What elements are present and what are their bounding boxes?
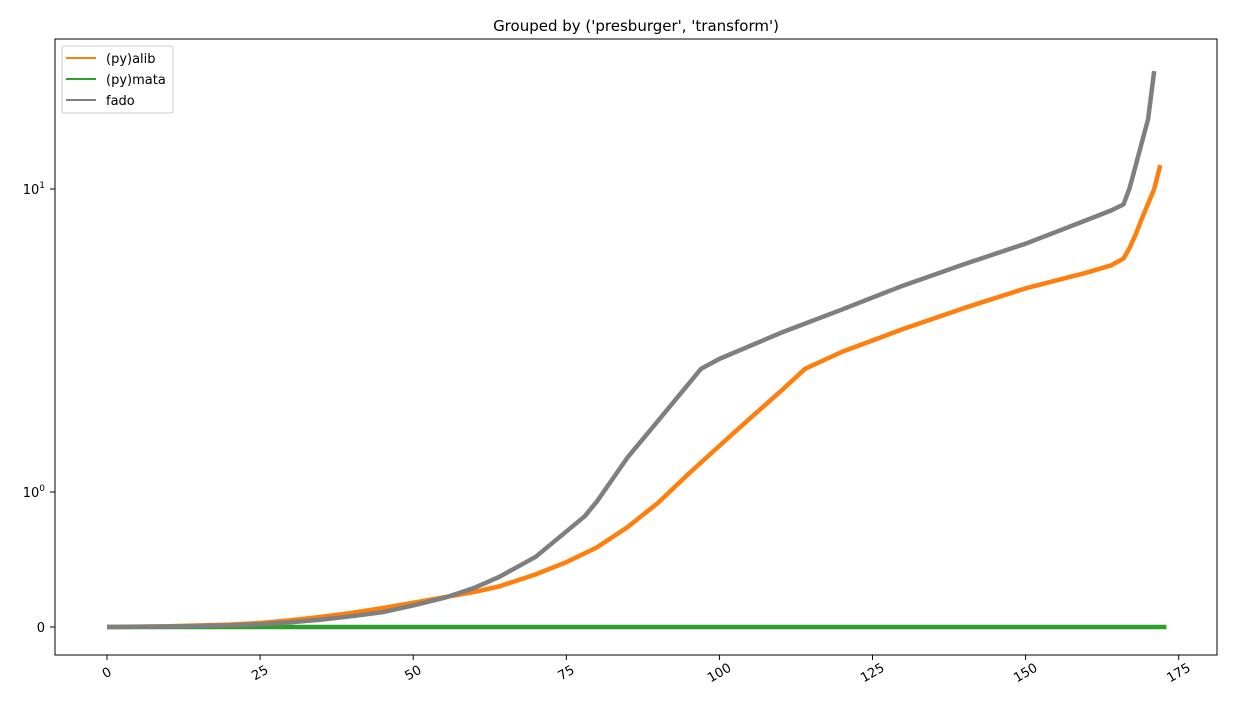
legend-label: (py)mata: [106, 73, 166, 88]
legend-label: (py)alib: [106, 52, 156, 67]
x-tick-label: 25: [249, 663, 271, 684]
plot-area-frame: [54, 38, 1218, 656]
x-tick-label: 50: [403, 663, 425, 684]
y-tick-exponent: 0: [39, 484, 45, 494]
y-tick-exponent: 1: [39, 181, 45, 191]
x-tick-label: 75: [556, 663, 578, 684]
series-line-fado: [106, 70, 1157, 630]
chart-title: Grouped by ('presburger', 'transform'): [493, 17, 779, 35]
series-line-py-alib: [106, 164, 1163, 630]
series-layer: [106, 70, 1167, 630]
legend: (py)alib (py)mata fado: [61, 45, 174, 114]
y-tick-base: 10: [23, 183, 40, 198]
legend-box: [61, 45, 174, 114]
y-tick-label: 100: [23, 484, 46, 501]
y-tick-label: 0: [37, 621, 45, 636]
y-tick-base: 10: [23, 486, 40, 501]
y-tick-label: 101: [23, 181, 45, 198]
legend-label: fado: [106, 94, 135, 109]
